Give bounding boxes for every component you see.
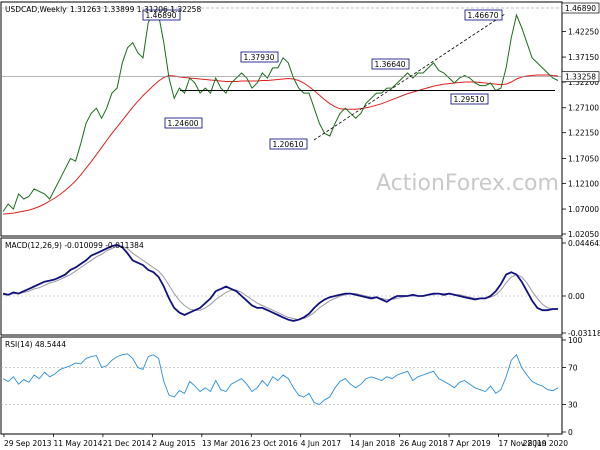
macd-signal-line (3, 245, 558, 321)
rsi-tick-label: 70 (568, 364, 578, 373)
annotation-box (464, 9, 503, 21)
price-tick-label: 1.17050 (568, 154, 599, 163)
macd-tick-label: -0.031183 (568, 329, 600, 338)
annotation-box (240, 51, 279, 63)
annotation-label: 1.37930 (244, 53, 275, 62)
x-tick-label: 2 Aug 2015 (152, 439, 195, 448)
macd-layer (1, 243, 562, 322)
top-level-label: 1.46890 (565, 4, 596, 13)
price-layer (1, 7, 562, 215)
symbol-label: USDCAD,Weekly (5, 5, 67, 14)
x-axis: 29 Sep 2013 11 May 2014 21 Dec 2014 2 Aug 2… (3, 434, 568, 448)
price-panel-frame (0, 1, 563, 237)
rsi-tick-label: 100 (568, 336, 583, 345)
annotation-label: 1.46670 (468, 11, 499, 20)
trend-line (313, 13, 506, 141)
x-tick-label: 14 Jan 2018 (350, 439, 395, 448)
price-tick-label: 1.07000 (568, 205, 599, 214)
annotation-label: 1.46890 (146, 11, 177, 20)
x-tick-label: 26 Aug 2018 (400, 439, 448, 448)
rsi-line (2, 353, 559, 405)
annotation-box (142, 9, 181, 21)
macd-panel-frame (0, 237, 563, 336)
macd-tick-label: 0.00 (568, 292, 585, 301)
macd-axis: 0.044642 0.00 -0.031183 (562, 239, 600, 338)
macd-title: MACD(12,26,9) -0.010099 -0.011384 (5, 241, 144, 250)
x-tick-label: 29 Sep 2013 (4, 439, 52, 448)
x-tick-label: 23 Oct 2016 (251, 439, 298, 448)
annotation-label: 1.24600 (168, 119, 199, 128)
watermark: ActionForex.com (376, 171, 559, 196)
price-tick-label: 1.32200 (568, 78, 599, 87)
rsi-layer (1, 353, 562, 405)
current-level-box (561, 71, 600, 83)
x-tick-label: 21 Dec 2014 (103, 439, 151, 448)
x-tick-label: 17 Nov 2019 (499, 439, 547, 448)
moving-average-line (2, 74, 559, 215)
x-tick-label: 7 Apr 2019 (449, 439, 491, 448)
price-tick-label: 1.12100 (568, 179, 599, 188)
rsi-tick-label: 0 (568, 428, 573, 437)
price-axis: 1.02050 1.07000 1.12100 1.17050 1.22150 1.271… (561, 2, 600, 239)
annotation-box (450, 93, 489, 105)
macd-tick-label: 0.044642 (568, 239, 600, 248)
price-tick-label: 1.27100 (568, 104, 599, 113)
annotation-box (371, 58, 410, 70)
top-level-box (561, 2, 600, 14)
annotation-label: 1.20610 (273, 140, 304, 149)
price-tick-label: 1.22150 (568, 129, 599, 138)
rsi-title: RSI(14) 48.5444 (5, 340, 66, 349)
current-level-label: 1.33258 (565, 73, 596, 82)
ohlc-label: 1.31263 1.33899 1.31206 1.32258 (70, 5, 201, 14)
annotation-label: 1.29510 (454, 95, 485, 104)
rsi-tick-label: 30 (568, 400, 578, 409)
x-tick-label: 28 Jun 2020 (523, 439, 568, 448)
price-tick-label: 1.37150 (568, 53, 599, 62)
annotation-label: 1.36640 (375, 60, 406, 69)
rsi-axis: 100 70 30 0 (562, 336, 583, 437)
price-line (2, 11, 559, 212)
x-tick-label: 11 May 2014 (53, 439, 102, 448)
rsi-panel-frame (0, 336, 563, 435)
annotation-box (269, 138, 308, 150)
price-tick-label: 1.42250 (568, 27, 599, 36)
annotation-box (164, 117, 203, 129)
price-tick-label: 1.02050 (568, 230, 599, 239)
x-tick-label: 4 Jun 2017 (301, 439, 342, 448)
macd-line (2, 243, 558, 322)
x-tick-label: 13 Mar 2016 (202, 439, 250, 448)
price-annotations: 1.46890 1.37930 1.24600 1.20610 1.36640 1.295… (142, 9, 503, 150)
